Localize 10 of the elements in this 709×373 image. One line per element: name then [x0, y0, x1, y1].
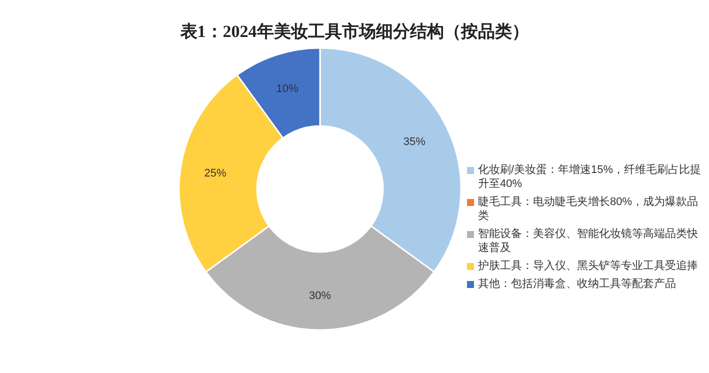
chart-title: 表1：2024年美妆工具市场细分结构（按品类）: [179, 21, 530, 43]
legend-label: 化妆刷/美妆蛋：年增速15%，纤维毛刷占比提升至40%: [478, 163, 702, 191]
legend-label: 智能设备：美容仪、智能化妆镜等高端品类快速普及: [478, 227, 699, 255]
data-label: 10%: [276, 83, 298, 96]
data-label: 30%: [308, 290, 332, 302]
legend-label: 睫毛工具：电动睫毛夹增长80%，成为爆款品类: [478, 195, 700, 223]
data-label: 25%: [204, 167, 227, 180]
data-label: 35%: [403, 136, 426, 148]
legend-label: 护肤工具：导入仪、黑头铲等专业工具受追捧: [478, 259, 698, 273]
legend-label: 其他：包括消毒盒、收纳工具等配套产品: [478, 277, 676, 291]
